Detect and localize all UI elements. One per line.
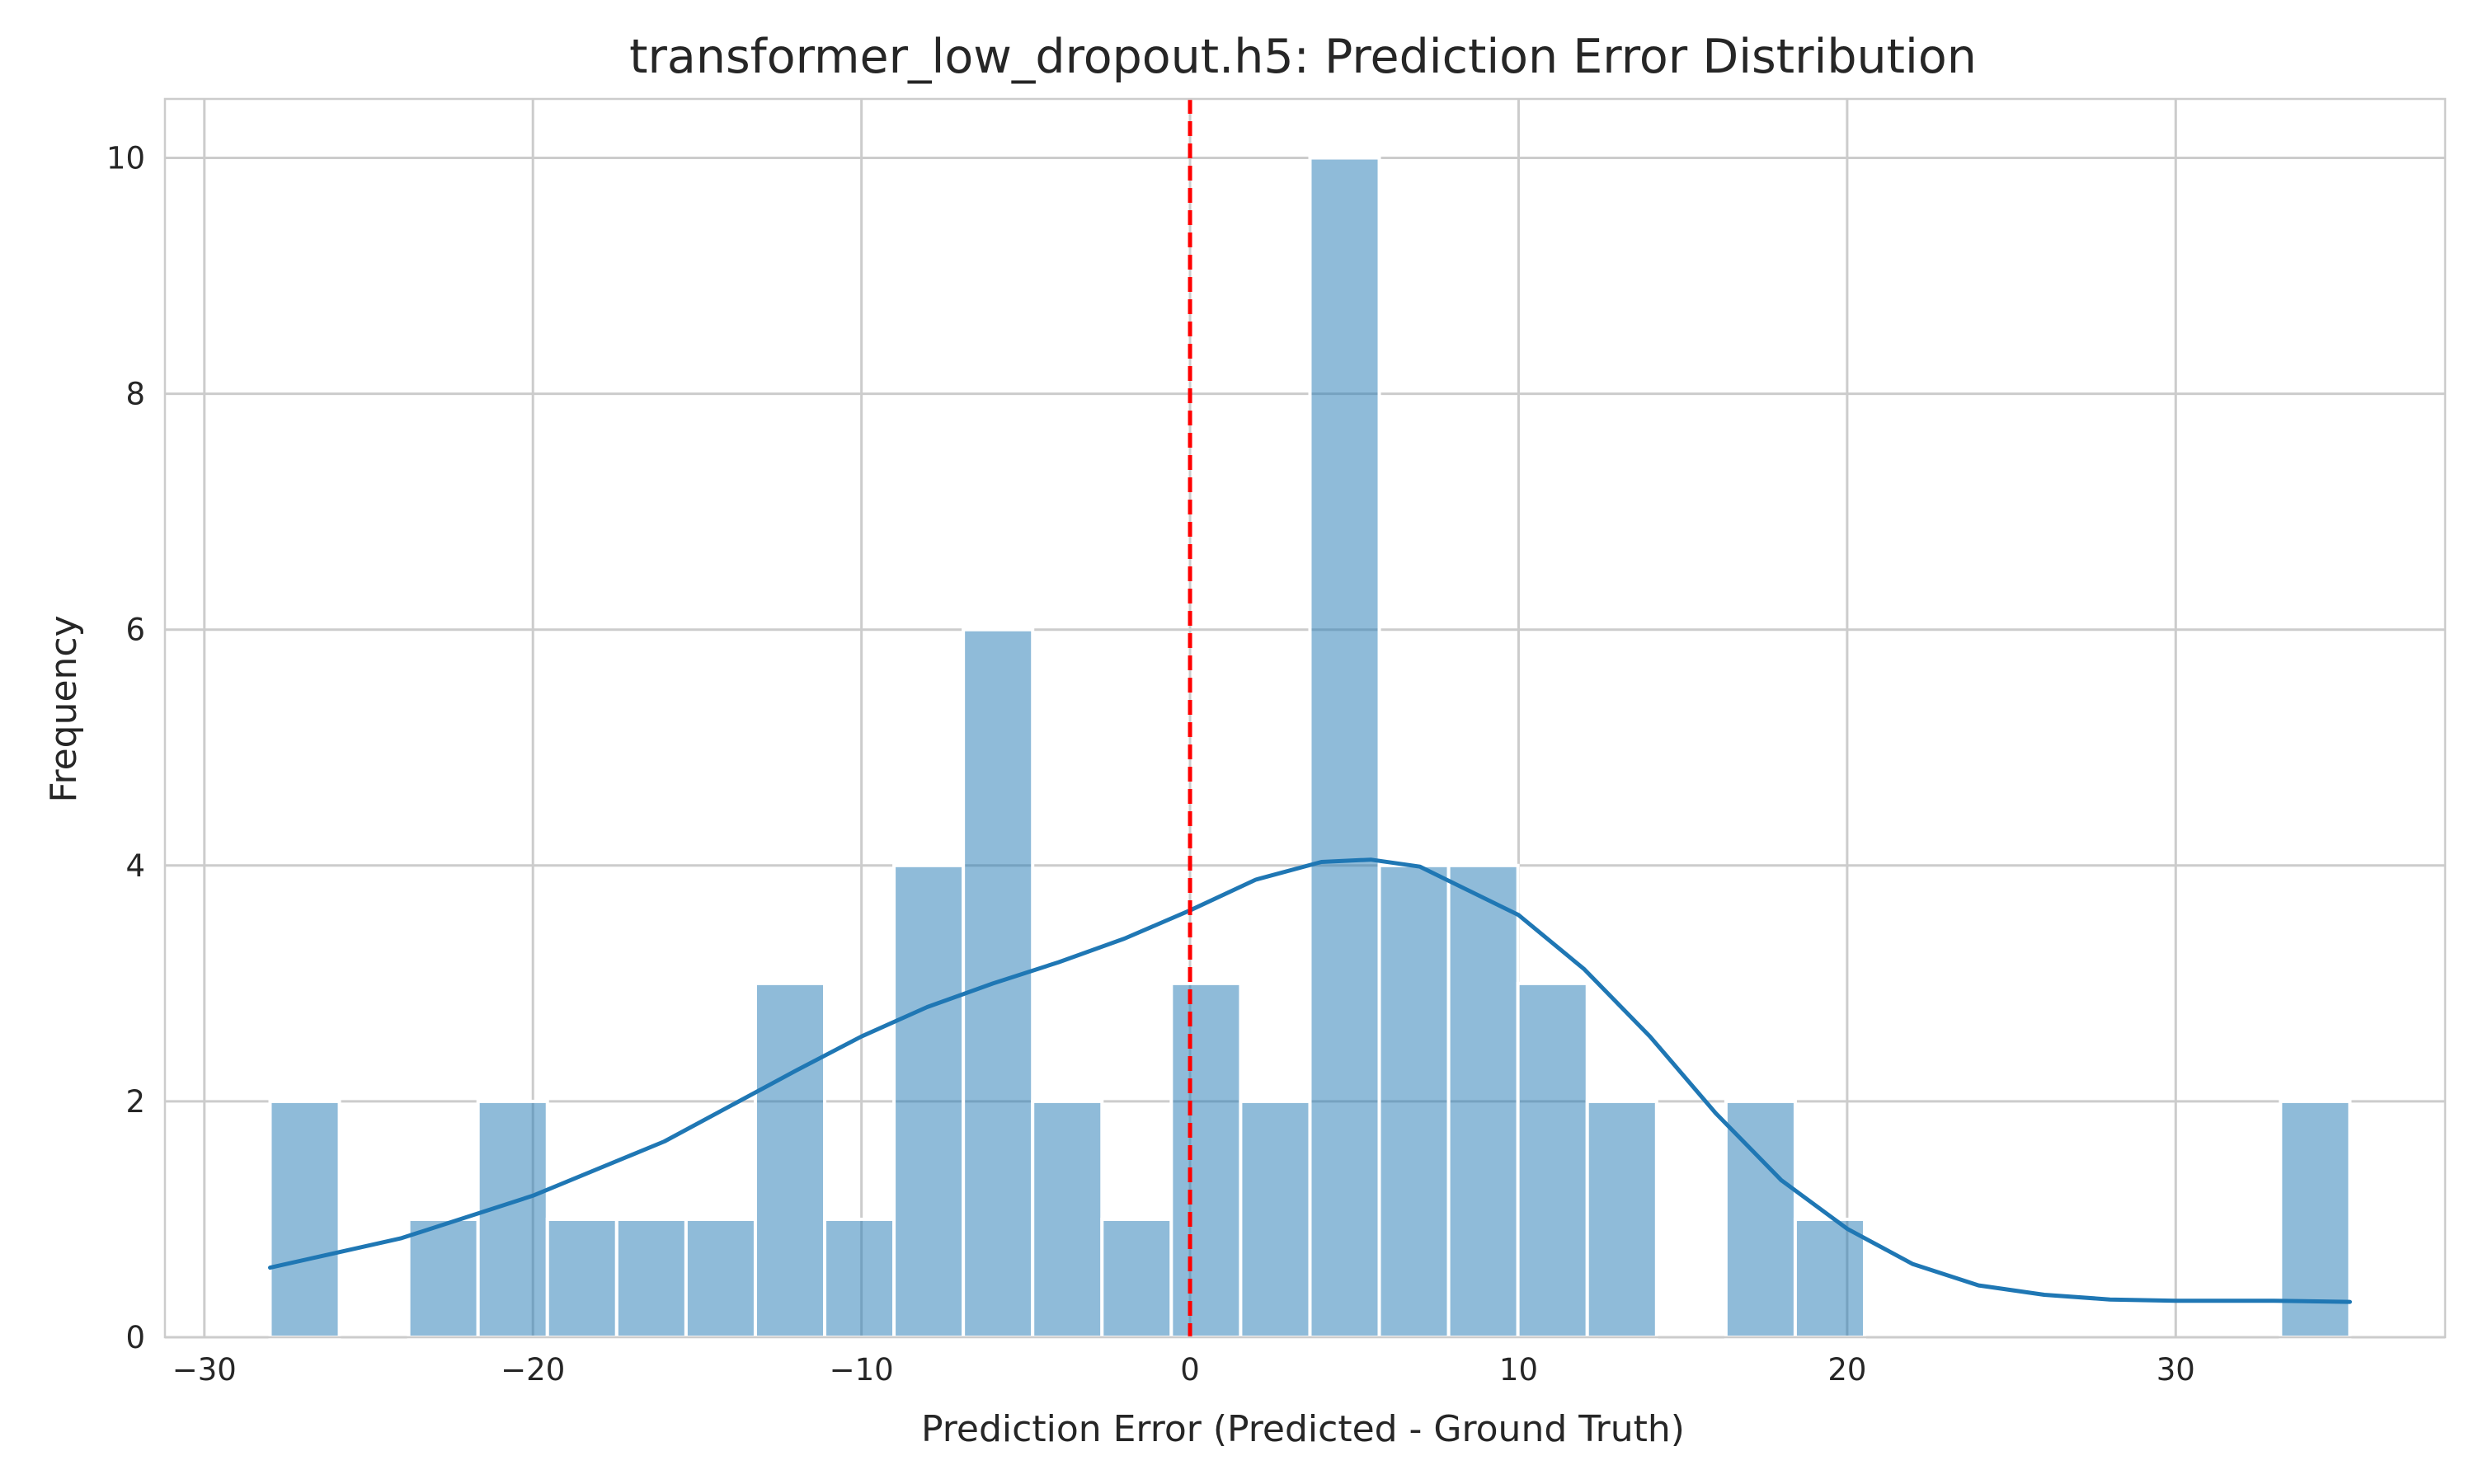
histogram-bar xyxy=(1239,1099,1312,1340)
chart-title: transformer_low_dropout.h5: Prediction E… xyxy=(629,30,1977,84)
histogram-bar xyxy=(1585,1099,1658,1340)
x-tick-label: 20 xyxy=(1827,1352,1866,1388)
histogram-bar xyxy=(1031,1099,1104,1340)
x-tick-label: 30 xyxy=(2157,1352,2195,1388)
y-axis-ticks: 0 2 4 6 8 10 xyxy=(106,141,145,1355)
histogram-bar xyxy=(684,1217,757,1340)
y-tick-label: 4 xyxy=(125,848,145,884)
y-axis-label: Frequency xyxy=(43,615,85,802)
x-axis-label: Prediction Error (Predicted - Ground Tru… xyxy=(921,1408,1685,1450)
histogram-bar xyxy=(753,981,827,1340)
histogram-bar xyxy=(268,1099,341,1340)
histogram-bar xyxy=(1446,863,1520,1340)
x-tick-label: −20 xyxy=(501,1352,565,1388)
histogram-bar xyxy=(823,1217,896,1340)
histogram-bar xyxy=(1100,1217,1174,1340)
kde-curve xyxy=(268,857,2352,1304)
x-tick-label: 0 xyxy=(1180,1352,1200,1388)
histogram-bar xyxy=(1169,981,1243,1340)
histogram-bar xyxy=(476,1099,549,1340)
histogram-bar xyxy=(1308,156,1381,1339)
y-tick-label: 2 xyxy=(125,1084,145,1120)
histogram-bar xyxy=(2279,1099,2352,1340)
y-tick-label: 6 xyxy=(125,613,145,648)
x-tick-label: −10 xyxy=(830,1352,894,1388)
y-tick-label: 8 xyxy=(125,377,145,412)
histogram-bar xyxy=(407,1217,480,1340)
histogram-bar xyxy=(1377,863,1451,1340)
y-tick-label: 0 xyxy=(125,1320,145,1355)
histogram-bar xyxy=(1793,1217,1867,1340)
plot-frame xyxy=(163,97,2447,1339)
histogram-bar xyxy=(1516,981,1589,1340)
x-tick-label: 10 xyxy=(1499,1352,1538,1388)
x-axis-ticks: −30 −20 −10 0 10 20 30 xyxy=(172,1352,2195,1388)
histogram-bar xyxy=(545,1217,618,1340)
histogram-bar xyxy=(1724,1099,1797,1340)
x-tick-label: −30 xyxy=(172,1352,237,1388)
y-tick-label: 10 xyxy=(106,141,145,176)
histogram-bar xyxy=(892,863,966,1340)
histogram-bar xyxy=(614,1217,688,1340)
histogram-bars xyxy=(268,156,2352,1340)
